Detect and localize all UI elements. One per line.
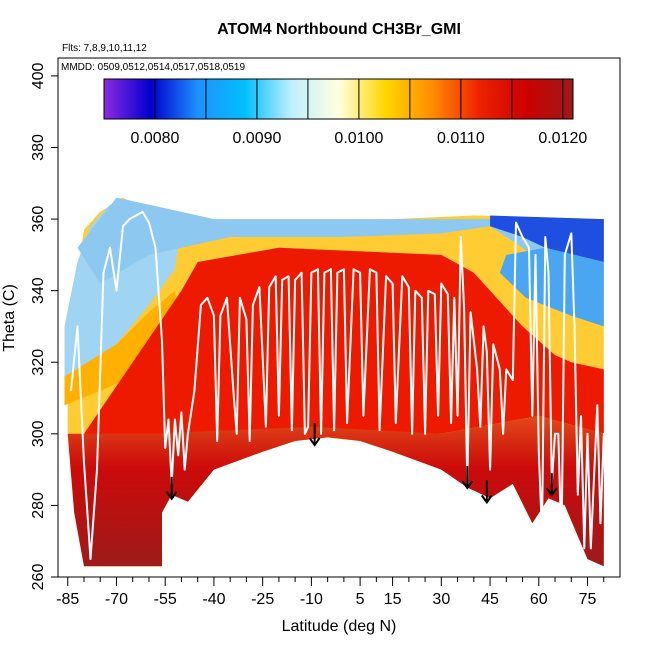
x-axis: -85 -70 -55 -40 -25 -10 5 15 30 45 60 75 xyxy=(56,577,605,608)
field-low-layer xyxy=(64,415,604,567)
flight-track xyxy=(70,210,608,561)
y-tick-label: 360 xyxy=(30,206,47,233)
flight-track-line xyxy=(70,210,608,561)
profile-arrows xyxy=(165,423,558,505)
dates-note: MMDD: 0509,0512,0514,0517,0518,0519 xyxy=(61,62,245,73)
profile-arrow-head xyxy=(308,437,321,447)
field-cool-cap xyxy=(77,197,604,284)
x-tick-label: 5 xyxy=(356,591,365,608)
chart-title: ATOM4 Northbound CH3Br_GMI xyxy=(217,21,461,38)
y-tick-label: 320 xyxy=(30,349,47,376)
profile-arrow-head xyxy=(165,491,178,501)
profile-arrow-head xyxy=(461,480,474,490)
y-axis: 260 280 300 320 340 360 380 400 xyxy=(30,62,58,590)
colorbar-tick-label: 0.0110 xyxy=(437,130,485,147)
y-tick-label: 380 xyxy=(30,134,47,161)
y-tick-label: 400 xyxy=(30,62,47,89)
x-axis-label: Latitude (deg N) xyxy=(282,618,397,635)
x-tick-label: -70 xyxy=(105,591,128,608)
x-tick-label: -85 xyxy=(56,591,79,608)
x-tick-label: 30 xyxy=(432,591,450,608)
field-cold-north-edge xyxy=(499,247,604,327)
colorbar-tick-label: 0.0120 xyxy=(538,130,587,147)
x-tick-label: -25 xyxy=(251,591,274,608)
y-tick-label: 300 xyxy=(30,420,47,447)
y-tick-label: 260 xyxy=(30,564,47,591)
x-tick-label: -40 xyxy=(202,591,225,608)
x-tick-label: -10 xyxy=(300,591,323,608)
x-tick-label: 75 xyxy=(579,591,597,608)
colorbar-tick-label: 0.0080 xyxy=(131,130,180,147)
colorbar-fill xyxy=(103,78,574,120)
colorbar-tick-label: 0.0100 xyxy=(334,130,383,147)
x-tick-label: -55 xyxy=(154,591,177,608)
x-tick-label: 45 xyxy=(481,591,499,608)
flights-note: Flts: 7,8,9,10,11,12 xyxy=(62,43,147,54)
colorbar-tick-label: 0.0090 xyxy=(232,130,281,147)
profile-arrow-head xyxy=(545,487,558,497)
x-tick-label: 60 xyxy=(530,591,548,608)
y-tick-label: 280 xyxy=(30,492,47,519)
x-tick-label: 15 xyxy=(384,591,402,608)
colorbar: 0.0080 0.0090 0.0100 0.0110 0.0120 xyxy=(103,78,587,147)
y-axis-label: Theta (C) xyxy=(1,284,18,352)
plot-frame xyxy=(57,57,621,578)
profile-arrow-head xyxy=(480,494,493,505)
field-orange-band xyxy=(64,290,182,406)
y-tick-label: 340 xyxy=(30,277,47,304)
field-hot-core xyxy=(84,247,604,452)
